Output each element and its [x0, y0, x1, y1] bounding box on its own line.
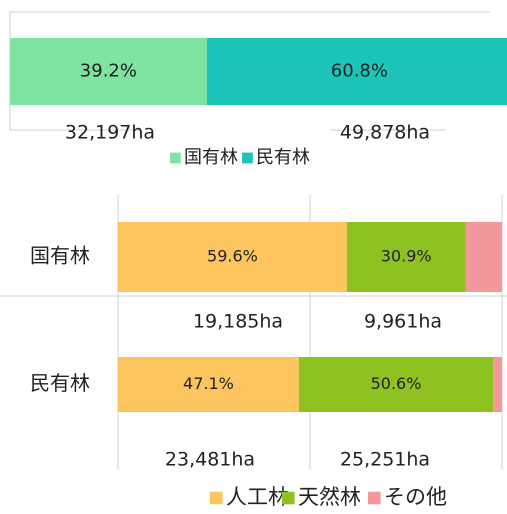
data-label: 60.8%: [331, 61, 388, 82]
legend-swatch: [282, 491, 295, 505]
data-label: 47.1%: [183, 374, 234, 393]
bar-segment: [298, 357, 494, 412]
legend-label: 天然林: [298, 485, 361, 509]
bar-segment: [465, 222, 502, 292]
legend-swatch: [210, 491, 223, 505]
area-annotation: 32,197ha: [65, 122, 155, 144]
area-annotation: 49,878ha: [340, 122, 430, 144]
area-annotation: 19,185ha: [193, 311, 283, 333]
data-label: 39.2%: [80, 61, 137, 82]
bar-segment: [118, 222, 347, 292]
bar-segment: [10, 38, 207, 105]
legend-label: 民有林: [256, 147, 310, 168]
category-label: 民有林: [30, 371, 90, 395]
bar-segment: [493, 357, 502, 412]
area-annotation: 9,961ha: [364, 311, 442, 333]
data-label: 59.6%: [207, 247, 258, 266]
legend-label: その他: [384, 485, 447, 509]
legend-swatch: [368, 491, 381, 505]
legend-swatch: [170, 152, 181, 164]
bar-segment: [118, 357, 299, 412]
category-label: 国有林: [30, 244, 90, 268]
legend-label: 国有林: [184, 147, 238, 168]
bar-segment: [346, 222, 466, 292]
area-annotation: 23,481ha: [165, 449, 255, 471]
legend-swatch: [242, 152, 253, 164]
legend-label: 人工林: [226, 485, 289, 509]
data-label: 30.9%: [381, 247, 432, 266]
bar-segment: [206, 38, 507, 105]
area-annotation: 25,251ha: [340, 449, 430, 471]
data-label: 50.6%: [371, 374, 422, 393]
